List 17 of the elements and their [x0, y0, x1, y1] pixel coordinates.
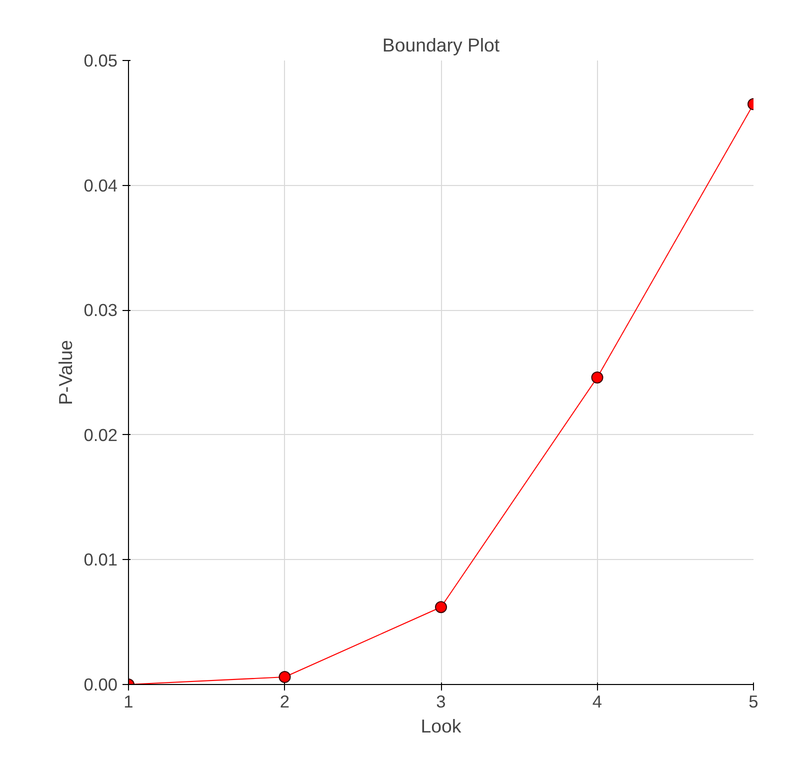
x-axis-title: Look — [420, 716, 462, 736]
x-tick-label: 5 — [748, 692, 758, 712]
x-tick-label: 2 — [280, 692, 290, 712]
point — [278, 671, 291, 683]
y-tick-label: 0.00 — [84, 674, 118, 694]
y-tick-label: 0.05 — [84, 50, 118, 70]
x-tick-label: 4 — [592, 692, 602, 712]
x-tick-label: 1 — [124, 692, 134, 712]
point — [435, 601, 447, 614]
x-tick-label: 3 — [436, 692, 446, 712]
y-tick-label: 0.03 — [84, 300, 118, 320]
point — [591, 372, 604, 384]
y-tick-label: 0.02 — [84, 424, 118, 445]
chart-title: Boundary Plot — [382, 34, 500, 56]
y-tick-label: 0.01 — [84, 550, 118, 570]
y-tick-label: 0.04 — [84, 175, 118, 196]
y-axis-title: P-Value — [54, 340, 76, 405]
